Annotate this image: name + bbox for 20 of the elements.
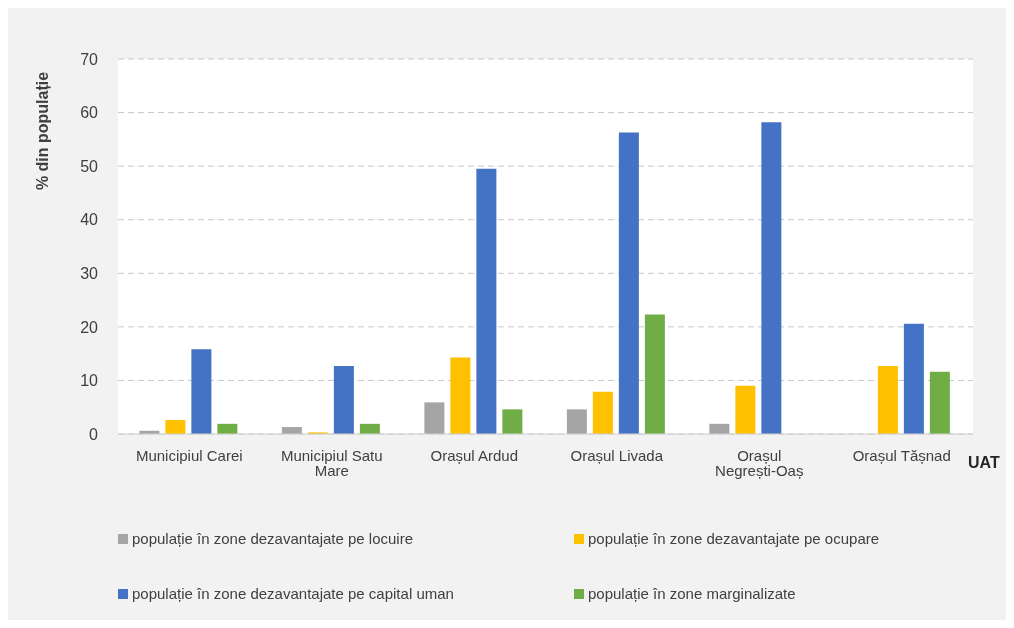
legend-label: populație în zone dezavantajate pe capital uman (132, 585, 454, 602)
legend-label: populație în zone dezavantajate pe locuire (132, 530, 414, 547)
x-axis-title: UAT (968, 454, 1000, 472)
x-tick-label: Orașul Livada (570, 446, 664, 464)
x-tick-label: Municipiul Carei (135, 446, 243, 464)
x-tick-label: Municipiul Satu Mare (280, 446, 383, 479)
y-tick-label: 70 (80, 50, 99, 68)
y-tick-label: 0 (89, 425, 99, 443)
y-tick-label: 20 (80, 318, 99, 336)
x-tick-label: Orașul Ardud (430, 446, 519, 464)
y-tick-label: 60 (80, 104, 99, 122)
y-tick-label: 40 (80, 211, 99, 229)
y-axis-title: % din populație (33, 71, 51, 191)
y-tick-label: 10 (80, 372, 99, 390)
legend-label: populație în zone dezavantajate pe ocupare (588, 530, 880, 547)
legend-label: populație în zone marginalizate (588, 585, 796, 602)
x-tick-label: Orașul Negrești-Oaș (715, 446, 804, 479)
y-tick-label: 50 (80, 157, 99, 175)
x-tick-label: Orașul Tășnad (852, 446, 951, 464)
y-tick-label: 30 (80, 264, 99, 282)
